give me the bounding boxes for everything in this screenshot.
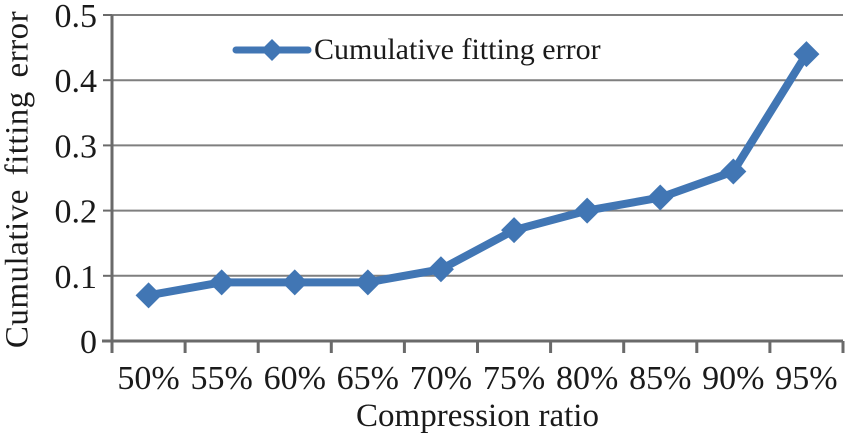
data-point-marker bbox=[574, 197, 601, 224]
data-line bbox=[144, 50, 811, 300]
y-axis-title: Cumulative fitting error bbox=[0, 10, 36, 349]
x-tick-label: 65% bbox=[337, 360, 399, 397]
x-tick-label: 55% bbox=[190, 360, 252, 397]
data-point-marker bbox=[647, 184, 674, 211]
x-axis-title: Compression ratio bbox=[356, 398, 599, 434]
y-tick-label: 0.2 bbox=[55, 194, 98, 231]
x-tick-label: 70% bbox=[410, 360, 472, 397]
x-tick-label: 75% bbox=[483, 360, 545, 397]
data-point-marker bbox=[354, 269, 381, 296]
data-point-marker bbox=[720, 158, 747, 185]
x-tick-label: 60% bbox=[264, 360, 326, 397]
legend-series-label: Cumulative fitting error bbox=[314, 33, 601, 66]
data-point-marker bbox=[281, 269, 308, 296]
x-tick-label: 90% bbox=[702, 360, 764, 397]
y-tick-label: 0.1 bbox=[55, 259, 98, 296]
data-point-marker bbox=[427, 256, 454, 283]
y-tick-label: 0.3 bbox=[55, 128, 98, 165]
data-point-marker bbox=[135, 282, 162, 309]
y-tick-label: 0.5 bbox=[55, 0, 98, 35]
y-tick-label: 0 bbox=[80, 324, 97, 361]
x-tick-label: 80% bbox=[556, 360, 618, 397]
data-point-marker bbox=[208, 269, 235, 296]
x-tick-label: 85% bbox=[629, 360, 691, 397]
x-tick-label: 95% bbox=[775, 360, 837, 397]
legend: Cumulative fitting error bbox=[232, 30, 601, 70]
x-tick-label: 50% bbox=[117, 360, 179, 397]
legend-line-marker-icon bbox=[232, 39, 312, 61]
data-point-marker bbox=[501, 217, 528, 244]
y-tick-label: 0.4 bbox=[55, 63, 98, 100]
data-point-marker bbox=[793, 41, 820, 68]
